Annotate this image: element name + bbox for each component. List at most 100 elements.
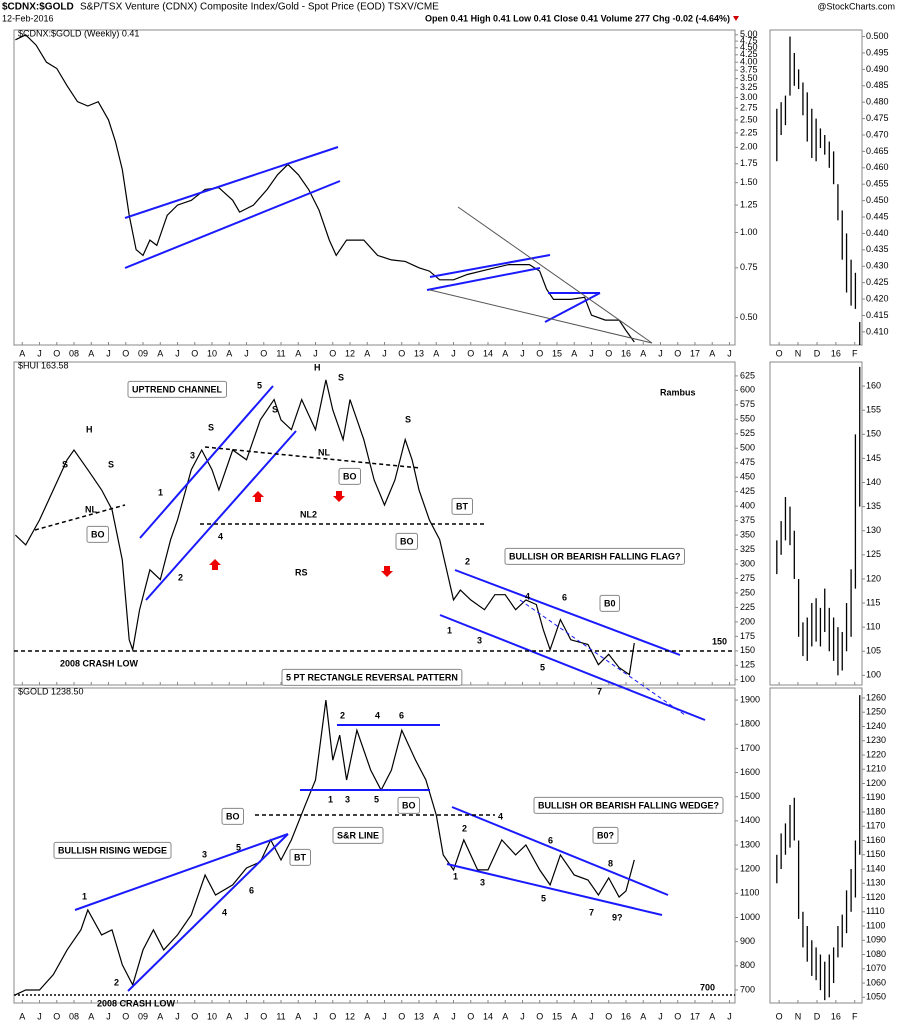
side-y-tick-label: 1080 xyxy=(866,949,886,959)
x-tick-label: J xyxy=(175,348,180,358)
panel-label: $HUI 163.58 xyxy=(18,360,69,370)
y-tick-label: 0.50 xyxy=(740,312,758,322)
side-y-tick-label: 0.420 xyxy=(866,293,889,303)
x-tick-label: A xyxy=(502,348,508,358)
x-tick-label: A xyxy=(88,348,94,358)
y-tick-label: 1400 xyxy=(740,815,760,825)
annotation: 5 xyxy=(374,794,379,804)
x-tick-label: O xyxy=(536,1011,543,1021)
side-y-tick-label: 1210 xyxy=(866,764,886,774)
y-tick-label: 3.50 xyxy=(740,73,758,83)
side-y-tick-label: 1100 xyxy=(866,920,885,930)
trendline xyxy=(544,292,601,323)
red-arrow xyxy=(252,491,264,502)
annotation: Rambus xyxy=(660,387,696,397)
x-tick-label: O xyxy=(53,1011,60,1021)
x-tick-label: 09 xyxy=(138,348,148,358)
side-frame xyxy=(769,29,863,346)
side-y-tick-label: 1260 xyxy=(866,692,886,702)
red-arrow xyxy=(333,491,345,502)
side-x-tick-label: 16 xyxy=(831,348,841,358)
x-tick-label: A xyxy=(502,1011,508,1021)
annotation: 2008 CRASH LOW xyxy=(60,658,139,668)
x-tick-label: J xyxy=(451,348,456,358)
side-y-tick-label: 0.460 xyxy=(866,162,889,172)
y-tick-label: 4.25 xyxy=(740,49,758,59)
annotation-box xyxy=(338,467,361,485)
x-tick-label: J xyxy=(313,1011,318,1021)
trendline xyxy=(74,833,289,911)
annotation: 7 xyxy=(597,686,602,696)
annotation: BO xyxy=(402,800,416,810)
x-tick-label: 17 xyxy=(690,1011,700,1021)
x-tick-label: J xyxy=(589,1011,594,1021)
annotation: 4 xyxy=(222,907,227,917)
y-tick-label: 1600 xyxy=(740,767,760,777)
side-y-tick-label: 0.425 xyxy=(866,277,889,287)
side-frame xyxy=(769,361,863,686)
side-y-tick-label: 1170 xyxy=(866,821,885,831)
y-tick-label: 1700 xyxy=(740,743,760,753)
x-tick-label: A xyxy=(295,348,301,358)
annotation-box xyxy=(53,841,172,859)
annotation: S xyxy=(62,459,68,469)
trendline xyxy=(451,806,669,896)
y-tick-label: 250 xyxy=(740,587,755,597)
y-tick-label: 2.00 xyxy=(740,142,758,152)
x-tick-label: 13 xyxy=(414,1011,424,1021)
y-tick-label: 1800 xyxy=(740,719,760,729)
annotation-box xyxy=(397,796,420,814)
annotation: BO xyxy=(400,536,414,546)
y-tick-label: 225 xyxy=(740,602,755,612)
x-tick-label: J xyxy=(37,1011,42,1021)
side-y-tick-label: 1120 xyxy=(866,892,885,902)
side-y-tick-label: 1050 xyxy=(866,992,886,1002)
x-tick-label: 15 xyxy=(552,1011,562,1021)
red-arrow xyxy=(381,566,393,577)
y-tick-label: 1.25 xyxy=(740,199,758,209)
x-tick-label: A xyxy=(709,1011,715,1021)
x-tick-label: J xyxy=(106,348,111,358)
x-tick-label: A xyxy=(571,1011,577,1021)
y-tick-label: 900 xyxy=(740,936,755,946)
side-y-tick-label: 1200 xyxy=(866,778,886,788)
y-tick-label: 200 xyxy=(740,616,755,626)
side-y-tick-label: 1060 xyxy=(866,977,886,987)
trendline xyxy=(454,569,681,656)
x-tick-label: O xyxy=(605,348,612,358)
x-tick-label: 10 xyxy=(207,1011,217,1021)
annotation: B0? xyxy=(597,830,614,840)
side-y-tick-label: 0.415 xyxy=(866,310,889,320)
x-tick-label: 10 xyxy=(207,348,217,358)
side-x-tick-label: 16 xyxy=(831,1011,841,1021)
x-tick-label: J xyxy=(106,1011,111,1021)
annotation: 2 xyxy=(178,572,183,582)
side-y-tick-label: 0.410 xyxy=(866,326,889,336)
x-tick-label: O xyxy=(260,1011,267,1021)
annotation-box xyxy=(451,497,473,515)
y-tick-label: 800 xyxy=(740,960,755,970)
x-tick-label: O xyxy=(53,348,60,358)
annotation: NL xyxy=(318,447,330,457)
y-tick-label: 1500 xyxy=(740,791,760,801)
price-line xyxy=(14,379,635,676)
y-tick-label: 3.00 xyxy=(740,92,758,102)
plot-frame xyxy=(13,29,736,346)
x-tick-label: 11 xyxy=(276,1011,285,1021)
x-tick-label: A xyxy=(709,348,715,358)
chart-subtitle: S&P/TSX Venture (CDNX) Composite Index/G… xyxy=(80,2,439,13)
x-tick-label: A xyxy=(226,1011,232,1021)
y-tick-label: 2.75 xyxy=(740,103,758,113)
trendline xyxy=(124,146,339,219)
annotation: S&R LINE xyxy=(337,830,379,840)
side-y-tick-label: 110 xyxy=(866,622,880,632)
x-tick-label: 08 xyxy=(69,348,79,358)
annotation: S xyxy=(208,422,214,432)
annotation: 3 xyxy=(190,450,195,460)
y-tick-label: 4.00 xyxy=(740,57,758,67)
x-tick-label: A xyxy=(640,348,646,358)
side-y-tick-label: 0.480 xyxy=(866,97,889,107)
y-tick-label: 475 xyxy=(740,457,755,467)
x-tick-label: A xyxy=(640,1011,646,1021)
annotation: 8 xyxy=(608,858,613,868)
